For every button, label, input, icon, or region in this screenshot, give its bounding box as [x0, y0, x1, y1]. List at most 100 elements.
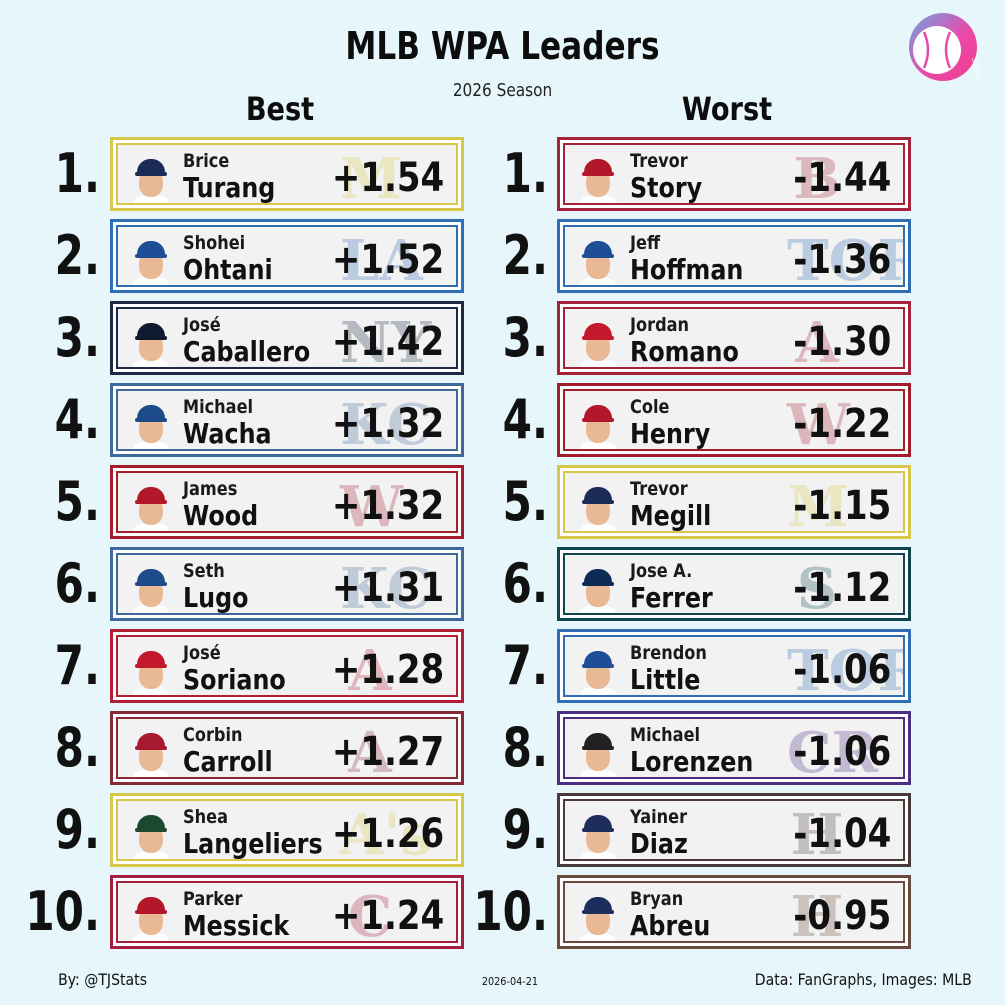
player-headshot — [577, 563, 619, 613]
player-headshot — [577, 153, 619, 203]
team-logo-watermark: A — [795, 310, 839, 369]
best-rank: 1. — [54, 142, 100, 205]
wpa-value: -1.36 — [792, 237, 891, 283]
player-last-name: Megill — [630, 499, 712, 532]
player-first-name: José — [183, 642, 221, 664]
wpa-value: -1.15 — [792, 483, 891, 529]
player-headshot — [130, 891, 172, 941]
team-logo-watermark: S — [796, 556, 838, 615]
worst-player-card: B Trevor Story -1.44 — [557, 137, 911, 211]
card-inner: H Yainer Diaz -1.04 — [563, 799, 905, 861]
card-inner: NY José Caballero +1.42 — [116, 307, 458, 369]
team-logo-watermark: B — [793, 146, 841, 205]
wpa-value: -1.12 — [792, 565, 891, 611]
team-logo-watermark: H — [790, 884, 844, 943]
player-last-name: Ohtani — [183, 253, 273, 286]
worst-rank: 4. — [502, 388, 548, 451]
card-inner: TORJeffHoffman-1.36 — [563, 225, 905, 287]
player-first-name: Parker — [183, 888, 243, 910]
player-last-name: Wacha — [183, 417, 272, 450]
team-logo-watermark: M — [340, 146, 402, 205]
player-last-name: Henry — [630, 417, 711, 450]
logo-text: STATS — [970, 57, 980, 80]
team-logo-watermark: W — [787, 392, 850, 451]
worst-player-card: CR Michael Lorenzen -1.06 — [557, 711, 911, 785]
player-headshot — [577, 891, 619, 941]
player-first-name: Corbin — [183, 724, 243, 746]
best-player-card: A Corbin Carroll +1.27 — [110, 711, 464, 785]
player-headshot — [577, 645, 619, 695]
best-rank: 3. — [54, 306, 100, 369]
worst-rank: 5. — [502, 470, 548, 533]
player-headshot — [577, 317, 619, 367]
player-last-name: Turang — [183, 171, 276, 204]
player-first-name: Trevor — [630, 150, 688, 172]
player-last-name: Wood — [183, 499, 259, 532]
worst-player-card: TORBrendonLittle-1.06 — [557, 629, 911, 703]
team-logo-watermark: A — [348, 720, 392, 779]
team-logo-watermark: M — [787, 474, 849, 533]
best-player-card: KC Michael Wacha +1.32 — [110, 383, 464, 457]
card-inner: C Parker Messick +1.24 — [116, 881, 458, 943]
wpa-value: +1.32 — [331, 401, 444, 447]
player-headshot — [577, 809, 619, 859]
worst-rank: 9. — [502, 798, 548, 861]
card-inner: A José Soriano +1.28 — [116, 635, 458, 697]
player-first-name: Trevor — [630, 478, 688, 500]
wpa-value: -0.95 — [792, 893, 891, 939]
worst-player-card: TORJeffHoffman-1.36 — [557, 219, 911, 293]
player-headshot — [130, 317, 172, 367]
best-player-card: NY José Caballero +1.42 — [110, 301, 464, 375]
best-rank: 8. — [54, 716, 100, 779]
worst-player-card: M Trevor Megill -1.15 — [557, 465, 911, 539]
card-inner: H Bryan Abreu -0.95 — [563, 881, 905, 943]
player-first-name: Jeff — [630, 232, 661, 254]
player-first-name: Michael — [630, 724, 701, 746]
player-headshot — [130, 809, 172, 859]
player-last-name: Hoffman — [630, 253, 744, 286]
wpa-value: +1.31 — [331, 565, 444, 611]
player-headshot — [130, 153, 172, 203]
player-last-name: Diaz — [630, 827, 688, 860]
player-headshot — [577, 399, 619, 449]
card-inner: B Trevor Story -1.44 — [563, 143, 905, 205]
wpa-value: -1.22 — [792, 401, 891, 447]
player-headshot — [130, 399, 172, 449]
best-player-card: KC Seth Lugo +1.31 — [110, 547, 464, 621]
player-last-name: Abreu — [630, 909, 711, 942]
card-inner: M Trevor Megill -1.15 — [563, 471, 905, 533]
player-last-name: Lorenzen — [630, 745, 754, 778]
card-inner: S Jose A. Ferrer -1.12 — [563, 553, 905, 615]
worst-rank: 7. — [502, 634, 548, 697]
page-title: MLB WPA Leaders — [345, 24, 660, 68]
wpa-value: -1.30 — [792, 319, 891, 365]
card-inner: A's Shea Langeliers +1.26 — [116, 799, 458, 861]
player-first-name: Brendon — [630, 642, 707, 664]
player-first-name: Shohei — [183, 232, 246, 254]
card-inner: LA Shohei Ohtani +1.52 — [116, 225, 458, 287]
wpa-value: +1.24 — [331, 893, 444, 939]
player-last-name: Story — [630, 171, 703, 204]
best-rank: 10. — [25, 880, 100, 943]
card-inner: TORBrendonLittle-1.06 — [563, 635, 905, 697]
player-first-name: James — [183, 478, 238, 500]
best-player-card: LA Shohei Ohtani +1.52 — [110, 219, 464, 293]
wpa-value: +1.42 — [331, 319, 444, 365]
team-logo-watermark: A — [348, 638, 392, 697]
footer-byline: By: @TJStats — [58, 970, 148, 989]
player-last-name: Carroll — [183, 745, 273, 778]
player-last-name: Little — [630, 663, 701, 696]
worst-player-card: H Yainer Diaz -1.04 — [557, 793, 911, 867]
page-subtitle: 2026 Season — [452, 80, 553, 101]
wpa-value: +1.27 — [331, 729, 444, 775]
best-player-card: M Brice Turang +1.54 — [110, 137, 464, 211]
player-last-name: Messick — [183, 909, 290, 942]
card-inner: W James Wood +1.32 — [116, 471, 458, 533]
best-player-card: A's Shea Langeliers +1.26 — [110, 793, 464, 867]
best-player-card: A José Soriano +1.28 — [110, 629, 464, 703]
best-rank: 6. — [54, 552, 100, 615]
player-first-name: Shea — [183, 806, 228, 828]
player-first-name: Cole — [630, 396, 670, 418]
player-last-name: Ferrer — [630, 581, 713, 614]
wpa-value: -1.06 — [792, 729, 891, 775]
